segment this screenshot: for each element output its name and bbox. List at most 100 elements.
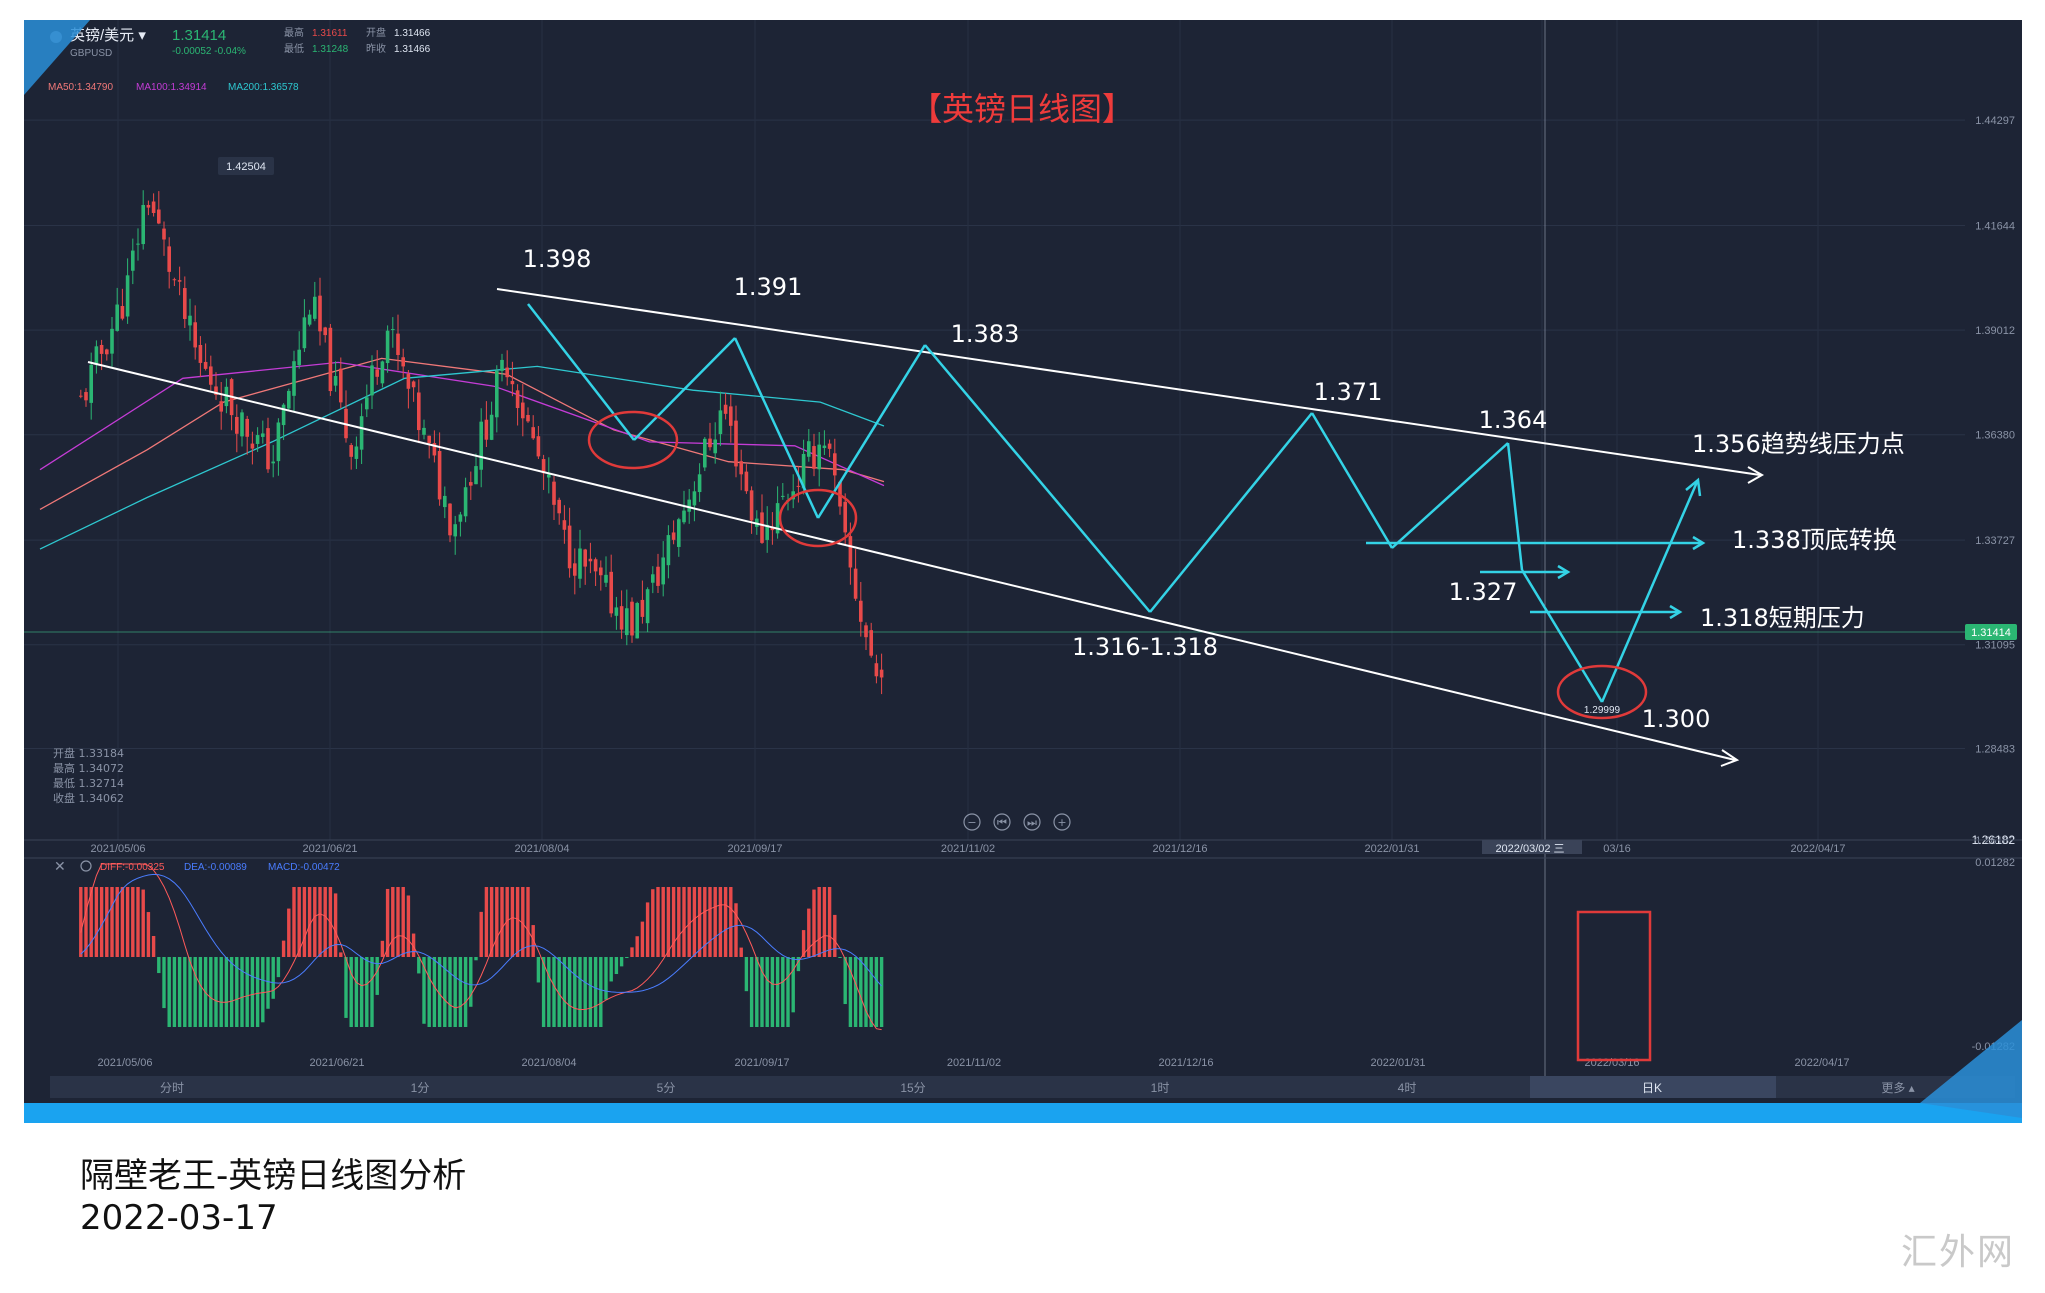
macd-histogram-bar (391, 887, 395, 957)
candle-body (292, 361, 296, 396)
swing-arrow (816, 344, 927, 519)
open-label: 开盘 (366, 26, 386, 39)
candle-body (354, 446, 359, 459)
macd-panel: ✕ DIFF:-0.00325 DEA:-0.00089 MACD:-0.00472 0… (24, 857, 2022, 1069)
candle-body (801, 453, 806, 489)
macd-histogram-bar (859, 957, 863, 1027)
macd-x-tick: 2021/06/21 (309, 1057, 364, 1069)
macd-histogram-bar (271, 957, 275, 999)
macd-histogram-bar (261, 957, 265, 1023)
level-label: 1.391 (734, 273, 803, 301)
macd-histogram-bar (157, 957, 161, 974)
ohlc-box-row: 开盘 1.33184 (53, 746, 124, 760)
corner-accent-bottom-right (1920, 1020, 2022, 1118)
macd-x-tick: 2022/04/17 (1794, 1057, 1849, 1069)
macd-histogram-bar (853, 957, 858, 1027)
macd-histogram-bar (505, 887, 509, 957)
swing-arrow (1600, 481, 1699, 703)
right-level-label: 1.338顶底转换 (1732, 526, 1897, 554)
macd-x-tick: 2021/11/02 (947, 1057, 1001, 1069)
macd-histogram-bar (302, 887, 307, 957)
candle-body (703, 438, 707, 468)
timeframe-bar: 分时 1分 5分 15分 1时 4时 日K 更多 ▴ (50, 1076, 2015, 1098)
candle-body (853, 568, 858, 599)
macd-histogram-bar (136, 887, 140, 957)
timeframe-tab: 4时 (1398, 1081, 1417, 1095)
candle-body (422, 427, 426, 435)
candle-body (489, 414, 494, 440)
macd-histogram-bar (718, 887, 723, 957)
macd-histogram-bar (786, 957, 790, 1027)
macd-histogram-bar (588, 957, 593, 1027)
macd-histogram-bar (344, 957, 348, 1018)
macd-histogram-bar (656, 887, 660, 957)
ma-legend-item: MA50:1.34790 (48, 82, 113, 93)
macd-histogram-bar (796, 957, 801, 972)
macd-x-tick: 2021/12/16 (1158, 1057, 1213, 1069)
macd-histogram-bar (703, 887, 707, 957)
candle-body (219, 401, 223, 412)
symbol-code: GBPUSD (70, 48, 112, 59)
candle-body (817, 444, 821, 470)
candle-body (479, 421, 483, 470)
macd-legend-item: MACD:-0.00472 (268, 862, 340, 873)
macd-histogram-bar (432, 957, 437, 1027)
candle-body (770, 527, 775, 531)
swing-arrow (733, 337, 820, 519)
candle-body (874, 663, 879, 677)
open-value: 1.31466 (394, 28, 431, 39)
macd-histogram-bar (131, 887, 135, 957)
macd-histogram-bar (495, 887, 499, 957)
macd-histogram-bar (484, 887, 489, 957)
macd-histogram-bar (557, 957, 561, 1027)
macd-histogram-bar (276, 957, 281, 978)
candle-body (385, 330, 390, 364)
candle-body (515, 390, 520, 409)
candle-body (84, 392, 88, 401)
candle-body (136, 243, 140, 245)
macd-histogram-bar (833, 914, 837, 957)
candle-body (713, 439, 717, 454)
chart-nav-button (993, 813, 1011, 831)
macd-histogram-bar (209, 957, 213, 1027)
candle-body (671, 532, 676, 540)
macd-histogram-bar (692, 887, 697, 957)
macd-histogram-bar (240, 957, 244, 1027)
y-tick-label: 1.39012 (1975, 325, 2015, 337)
macd-histogram-bar (599, 957, 603, 1027)
macd-histogram-bar (193, 957, 197, 1027)
macd-histogram-bar (614, 957, 619, 975)
candle-body (833, 453, 837, 476)
candle-body (281, 404, 286, 426)
level-label: 1.327 (1449, 578, 1518, 606)
y-tick-label: 1.44297 (1975, 115, 2015, 127)
candle-body (796, 485, 801, 487)
candle-body (609, 571, 613, 614)
candle-body (146, 204, 151, 208)
candle-body (333, 376, 338, 386)
candle-body (339, 368, 343, 403)
macd-histogram-bar (770, 957, 775, 1027)
candle-body (198, 344, 203, 363)
candle-body (541, 459, 546, 474)
macd-histogram-bar (583, 957, 587, 1027)
candle-body (245, 418, 249, 437)
candle-body (827, 443, 832, 449)
macd-histogram-bar (443, 957, 447, 1027)
candle-body (302, 317, 307, 349)
candle-body (120, 306, 125, 319)
candle-body (307, 314, 312, 325)
x-tick-label: 2022/01/31 (1364, 843, 1419, 855)
candle-body (687, 499, 691, 512)
peak-tag-box (218, 157, 274, 175)
candle-body (443, 495, 447, 508)
price-grid (24, 20, 1965, 1080)
ma200-line (39, 365, 885, 550)
low-circle-marker (778, 488, 858, 548)
macd-histogram-bar (827, 887, 832, 957)
lower-trendline (87, 361, 1736, 761)
chart-panel-background (24, 20, 2022, 1118)
macd-histogram-bar (292, 887, 296, 957)
prev-close-label: 昨收 (366, 42, 386, 55)
current-price-tag: 1.31414 (1971, 627, 2011, 639)
